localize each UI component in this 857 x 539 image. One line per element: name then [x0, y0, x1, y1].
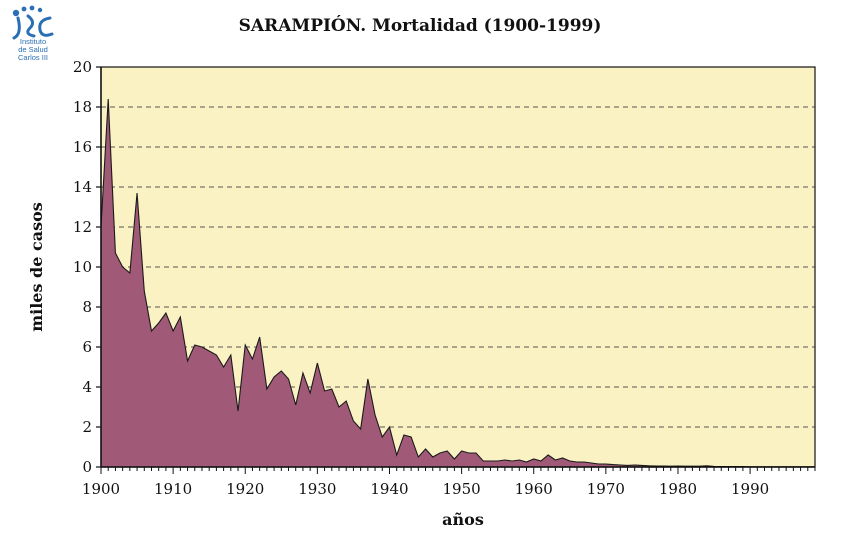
isc-logo-icon	[12, 5, 54, 40]
x-tick-label: 1910	[154, 480, 192, 498]
y-tick-label: 12	[73, 218, 92, 236]
y-axis-title: miles de casos	[27, 202, 46, 332]
x-tick-label: 1940	[370, 480, 408, 498]
y-tick-label: 14	[73, 178, 92, 196]
x-tick-label: 1990	[731, 480, 769, 498]
x-tick-label: 1980	[659, 480, 697, 498]
y-tick-label: 18	[73, 98, 92, 116]
y-tick-label: 16	[73, 138, 92, 156]
x-axis-title: años	[442, 510, 484, 529]
y-tick-label: 10	[73, 258, 92, 276]
y-tick-label: 4	[82, 378, 92, 396]
x-tick-label: 1950	[443, 480, 481, 498]
y-axis-ticks: 0 2 4 6 8 10 12 14 16 18 20	[73, 58, 101, 476]
y-tick-label: 6	[82, 338, 92, 356]
x-tick-label: 1930	[298, 480, 336, 498]
mortality-line	[100, 98, 815, 468]
x-tick-label: 1970	[587, 480, 625, 498]
x-tick-label: 1920	[226, 480, 264, 498]
logo-name: Instituto de Salud Carlos III	[17, 37, 48, 62]
x-tick-label: 1960	[515, 480, 553, 498]
chart-title: SARAMPIÓN. Mortalidad (1900-1999)	[238, 16, 602, 36]
x-tick-label: 1900	[82, 480, 120, 498]
x-axis-ticks: 1900 1910 1920 1930 1940 1950 1960 1970 1980 1990	[82, 467, 816, 498]
y-tick-label: 20	[73, 58, 92, 76]
y-tick-label: 8	[82, 298, 92, 316]
y-tick-label: 0	[82, 458, 92, 476]
mortality-area	[101, 99, 815, 467]
y-tick-label: 2	[82, 418, 92, 436]
